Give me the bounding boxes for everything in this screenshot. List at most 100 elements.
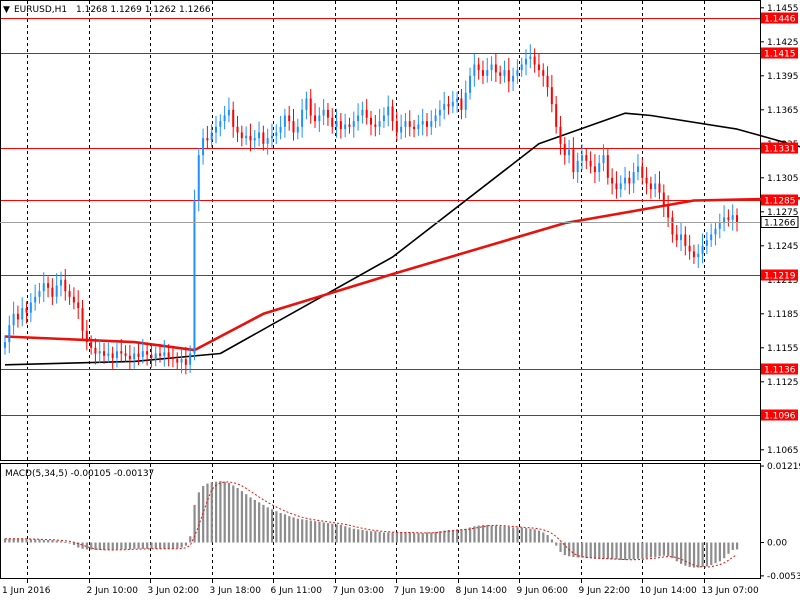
candle (654, 174, 656, 197)
chart-title: ▼ EURUSD,H1 1.1268 1.1269 1.1262 1.1266 (3, 5, 211, 15)
candle (193, 190, 195, 361)
candle (8, 316, 10, 353)
candle-body (69, 291, 71, 297)
price-tick-label: 1.1125 (767, 378, 799, 388)
candle (34, 285, 36, 311)
candle-body (323, 110, 325, 116)
candle-body (512, 76, 514, 82)
macd-bar (594, 543, 596, 559)
macd-bar (676, 543, 678, 562)
macd-bar (508, 527, 510, 543)
candle-body (572, 149, 574, 172)
candle (353, 112, 355, 138)
candle (624, 167, 626, 190)
candle-body (650, 183, 652, 189)
macd-tick-label: 0.01219 (767, 462, 800, 472)
candle (641, 158, 643, 184)
macd-bar (633, 543, 635, 560)
candle-body (486, 70, 488, 76)
candle (499, 66, 501, 84)
macd-bar (305, 520, 307, 543)
candle (714, 222, 716, 245)
candle (658, 171, 660, 199)
macd-bar (116, 543, 118, 550)
candle-body (456, 98, 458, 101)
candle (73, 287, 75, 309)
candle-body (94, 348, 96, 354)
macd-bar (82, 543, 84, 549)
candle-body (181, 359, 183, 362)
candle (465, 81, 467, 118)
macd-bar (301, 519, 303, 542)
candle (628, 171, 630, 194)
macd-bar (137, 543, 139, 549)
macd-bar (112, 543, 114, 551)
candle (684, 226, 686, 255)
candle (77, 290, 79, 319)
candle-body (82, 308, 84, 331)
candle-body (374, 125, 376, 127)
macd-bar (409, 532, 411, 542)
candle-body (284, 115, 286, 126)
time-label: 2 Jun 10:00 (87, 586, 139, 596)
candle-body (361, 110, 363, 116)
macd-bar (379, 532, 381, 543)
candle-body (637, 166, 639, 172)
candle (542, 63, 544, 86)
candle (615, 171, 617, 198)
candle-body (435, 115, 437, 121)
macd-bar (8, 539, 10, 543)
macd-bar (185, 543, 187, 546)
level-label: 1.1446 (764, 15, 796, 25)
candle (392, 100, 394, 131)
macd-bar (69, 543, 71, 544)
candle (219, 114, 221, 136)
candle (486, 58, 488, 83)
candle (94, 338, 96, 364)
macd-bar (624, 543, 626, 561)
macd-bar (525, 528, 527, 542)
macd-pane[interactable]: 0.012190.00-0.00532 MACD(5,34,5) -0.0010… (1, 462, 800, 582)
macd-bar (288, 516, 290, 542)
price-tick-label: 1.1065 (767, 446, 799, 456)
candle-body (684, 234, 686, 245)
macd-bar (56, 541, 58, 543)
candle-body (422, 121, 424, 124)
candle (452, 91, 454, 113)
collapse-arrow-icon[interactable]: ▼ (3, 5, 10, 15)
macd-bar (486, 525, 488, 543)
candle-body (348, 125, 350, 127)
candle-body (671, 217, 673, 234)
candle (529, 44, 531, 68)
candle (21, 297, 23, 326)
macd-bar (439, 531, 441, 542)
candle-body (564, 144, 566, 155)
macd-bar (736, 543, 738, 550)
candle-body (663, 193, 665, 207)
candle-body (331, 118, 333, 127)
candle-body (318, 115, 320, 121)
candle (314, 103, 316, 128)
candle-body (206, 138, 208, 140)
candle-body (620, 183, 622, 189)
macd-bar (189, 536, 191, 542)
candle-body (568, 149, 570, 155)
candle (456, 92, 458, 113)
candle-body (56, 285, 58, 296)
candle-body (314, 115, 316, 121)
macd-bar (607, 543, 609, 559)
candle-body (103, 351, 105, 356)
macd-bar (460, 529, 462, 542)
candle-body (603, 155, 605, 163)
candle (344, 114, 346, 138)
macd-bar (667, 543, 669, 557)
macd-bar (262, 505, 264, 543)
candle-body (172, 357, 174, 359)
candle (637, 154, 639, 180)
candle-body (702, 246, 704, 254)
candle-body (125, 353, 127, 355)
price-pane[interactable]: 1.14551.14251.13951.13651.13351.13051.12… (0, 1, 800, 579)
candle-body (521, 64, 523, 70)
